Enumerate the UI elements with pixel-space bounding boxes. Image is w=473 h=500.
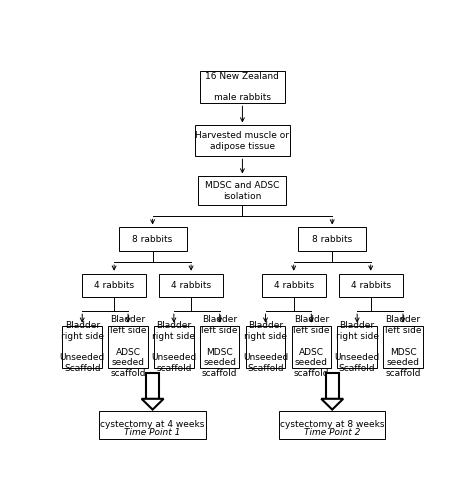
FancyBboxPatch shape xyxy=(298,228,366,250)
Text: 4 rabbits: 4 rabbits xyxy=(171,280,211,289)
FancyBboxPatch shape xyxy=(383,326,423,368)
FancyBboxPatch shape xyxy=(195,126,290,156)
FancyBboxPatch shape xyxy=(279,411,385,439)
Text: Time Point 1: Time Point 1 xyxy=(124,428,181,437)
Text: 4 rabbits: 4 rabbits xyxy=(350,280,391,289)
Text: Time Point 2: Time Point 2 xyxy=(304,428,360,437)
Text: Bladder
right side

Unseeded
Scaffold: Bladder right side Unseeded Scaffold xyxy=(243,321,288,373)
Text: 4 rabbits: 4 rabbits xyxy=(274,280,314,289)
Text: 16 New Zealand

male rabbits: 16 New Zealand male rabbits xyxy=(205,72,280,102)
FancyBboxPatch shape xyxy=(339,274,403,297)
FancyBboxPatch shape xyxy=(200,326,239,368)
Text: MDSC and ADSC
isolation: MDSC and ADSC isolation xyxy=(205,181,280,201)
Text: 8 rabbits: 8 rabbits xyxy=(132,234,173,244)
FancyBboxPatch shape xyxy=(291,326,331,368)
Text: cystectomy at 8 weeks: cystectomy at 8 weeks xyxy=(280,420,385,430)
Polygon shape xyxy=(146,372,159,399)
Text: 4 rabbits: 4 rabbits xyxy=(94,280,134,289)
FancyBboxPatch shape xyxy=(262,274,326,297)
Text: 8 rabbits: 8 rabbits xyxy=(312,234,352,244)
FancyBboxPatch shape xyxy=(154,326,193,368)
FancyBboxPatch shape xyxy=(245,326,285,368)
FancyBboxPatch shape xyxy=(159,274,223,297)
FancyBboxPatch shape xyxy=(82,274,146,297)
FancyBboxPatch shape xyxy=(99,411,206,439)
Text: Bladder
right side

Unseeded
Scaffold: Bladder right side Unseeded Scaffold xyxy=(334,321,380,373)
Text: Bladder
right side

Unseeded
Scaffold: Bladder right side Unseeded Scaffold xyxy=(60,321,105,373)
FancyBboxPatch shape xyxy=(200,70,285,104)
FancyBboxPatch shape xyxy=(337,326,377,368)
FancyBboxPatch shape xyxy=(108,326,148,368)
Text: Bladder
left side

MDSC
seeded
scaffold: Bladder left side MDSC seeded scaffold xyxy=(201,316,238,378)
Text: Bladder
left side

ADSC
seeded
scaffold: Bladder left side ADSC seeded scaffold xyxy=(110,316,146,378)
Polygon shape xyxy=(141,399,164,409)
FancyBboxPatch shape xyxy=(199,176,287,206)
FancyBboxPatch shape xyxy=(119,228,186,250)
Polygon shape xyxy=(321,399,343,409)
Polygon shape xyxy=(325,372,339,399)
Text: Bladder
left side

MDSC
seeded
scaffold: Bladder left side MDSC seeded scaffold xyxy=(385,316,421,378)
Text: Bladder
left side

ADSC
seeded
scaffold: Bladder left side ADSC seeded scaffold xyxy=(293,316,330,378)
FancyBboxPatch shape xyxy=(62,326,102,368)
Text: cystectomy at 4 weeks: cystectomy at 4 weeks xyxy=(100,420,205,430)
Text: Bladder
right side

Unseeded
scaffold: Bladder right side Unseeded scaffold xyxy=(151,321,196,373)
Text: Harvested muscle or
adipose tissue: Harvested muscle or adipose tissue xyxy=(195,131,289,150)
